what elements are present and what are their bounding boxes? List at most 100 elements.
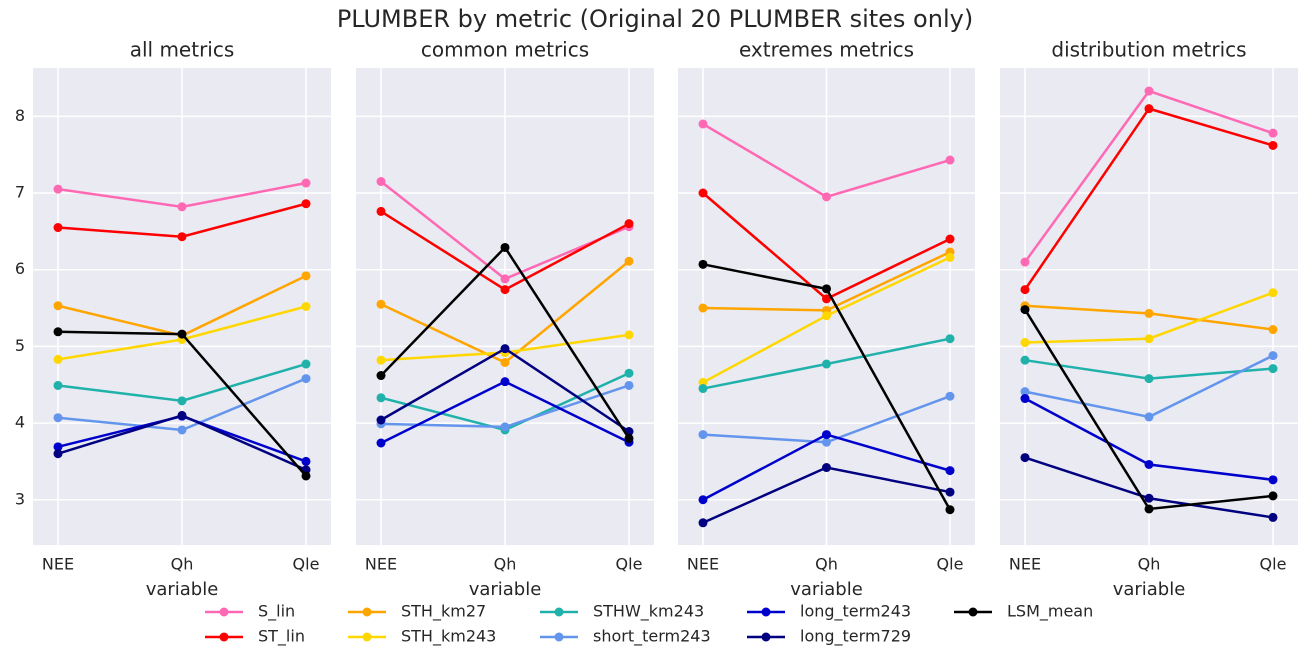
point (53, 301, 63, 311)
point (53, 380, 63, 390)
point (301, 178, 311, 188)
point (1020, 338, 1030, 348)
x-tick-label: Qh (494, 555, 517, 574)
point (1268, 140, 1278, 150)
point (500, 357, 510, 367)
point (1144, 86, 1154, 96)
point (698, 495, 708, 505)
point (1268, 491, 1278, 501)
legend-marker (554, 607, 564, 617)
legend-label: ST_lin (258, 627, 305, 647)
point (1268, 364, 1278, 374)
point (177, 396, 187, 406)
point (1144, 308, 1154, 318)
x-tick-label: Qh (171, 555, 194, 574)
point (1020, 285, 1030, 295)
point (177, 425, 187, 435)
legend-marker (362, 607, 372, 617)
point (376, 438, 386, 448)
legend-label: long_term243 (800, 602, 911, 622)
legend-label: STHW_km243 (593, 602, 704, 622)
point (1020, 453, 1030, 463)
point (945, 252, 955, 262)
point (500, 422, 510, 432)
point (53, 449, 63, 459)
point (945, 505, 955, 515)
legend-label: short_term243 (593, 627, 711, 647)
subplot-title: extremes metrics (739, 38, 914, 62)
y-tick-label: 8 (15, 106, 25, 125)
point (1144, 493, 1154, 503)
point (1144, 504, 1154, 514)
point (53, 413, 63, 423)
point (945, 466, 955, 476)
point (301, 199, 311, 209)
point (822, 430, 831, 440)
point (822, 284, 831, 294)
legend-marker (761, 632, 771, 642)
point (376, 355, 386, 365)
legend-label: long_term729 (800, 627, 911, 647)
point (177, 329, 187, 339)
x-tick-label: NEE (365, 555, 397, 574)
legend-marker (761, 607, 771, 617)
point (822, 192, 831, 202)
point (1144, 412, 1154, 422)
point (1268, 512, 1278, 522)
point (500, 285, 510, 295)
point (301, 359, 311, 369)
x-axis-label: variable (469, 579, 542, 600)
point (822, 463, 831, 473)
point (53, 223, 63, 233)
point (177, 410, 187, 420)
point (1268, 351, 1278, 361)
point (301, 471, 311, 481)
y-tick-label: 6 (15, 259, 25, 278)
point (698, 119, 708, 129)
point (624, 330, 634, 340)
point (822, 294, 831, 304)
point (945, 391, 955, 401)
point (1268, 325, 1278, 335)
point (301, 374, 311, 384)
y-tick-label: 4 (15, 413, 25, 432)
point (698, 188, 708, 198)
subplot: NEE Qh Qle common metrics variable (356, 38, 654, 600)
x-tick-label: Qle (1260, 555, 1287, 574)
point (301, 271, 311, 281)
legend-label: STH_km27 (401, 602, 486, 622)
subplot-title: all metrics (130, 38, 235, 62)
point (698, 259, 708, 269)
y-tick-label: 7 (15, 183, 25, 202)
legend-label: S_lin (258, 602, 295, 622)
point (698, 303, 708, 313)
subplot-title: distribution metrics (1051, 38, 1246, 62)
point (698, 384, 708, 394)
x-axis-label: variable (1113, 579, 1186, 600)
point (177, 232, 187, 242)
subplot: 3 4 5 6 7 8 NEE Qh Qle all metrics variable (15, 38, 331, 600)
point (1144, 459, 1154, 469)
point (945, 155, 955, 165)
point (822, 359, 831, 369)
x-axis-label: variable (146, 579, 219, 600)
point (1268, 128, 1278, 138)
subplot-title: common metrics (421, 38, 589, 62)
point (1020, 394, 1030, 404)
point (177, 202, 187, 212)
point (1144, 104, 1154, 114)
legend-marker (219, 632, 229, 642)
point (1020, 355, 1030, 365)
legend-label: LSM_mean (1007, 602, 1093, 622)
point (1144, 334, 1154, 344)
x-tick-label: Qh (815, 555, 838, 574)
point (1144, 374, 1154, 384)
legend-marker (362, 632, 372, 642)
x-tick-label: Qle (616, 555, 643, 574)
point (376, 206, 386, 216)
legend: S_lin ST_lin STH_km27 STH_km243 STHW_km243sh… (205, 602, 1093, 647)
point (1020, 305, 1030, 315)
point (1020, 387, 1030, 397)
legend-marker (219, 607, 229, 617)
